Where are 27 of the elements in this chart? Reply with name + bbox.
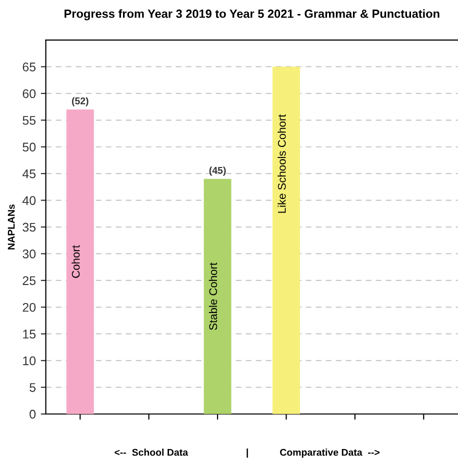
y-tick-label: 30 [22, 250, 36, 258]
chart-title: Progress from Year 3 2019 to Year 5 2021 - Grammar & Punctuation [64, 9, 440, 20]
y-tick-label: 65 [22, 62, 36, 72]
text: | [246, 448, 248, 458]
y-tick-label: 20 [22, 302, 36, 312]
text: <-- School Data [114, 448, 188, 456]
y-tick-label: 35 [22, 222, 36, 232]
text: Comparative Data --> [280, 448, 380, 458]
bar [66, 109, 94, 414]
bar [204, 178, 232, 414]
y-tick-label: 45 [22, 170, 36, 178]
bar [272, 66, 300, 414]
y-tick-label: 50 [22, 142, 36, 152]
annotation: (52) [72, 97, 88, 106]
y-tick-label: 60 [22, 89, 36, 98]
y-tick-label: 55 [22, 116, 36, 125]
y-tick-label: 5 [30, 383, 36, 392]
x-tick-label: Stable Cohort [208, 262, 218, 330]
x-tick-label: Cohort [72, 245, 80, 278]
x-tick-label: Like Schools Cohort [278, 114, 286, 213]
y-tick-label: 0 [30, 410, 36, 419]
y-tick-label: 40 [22, 196, 36, 205]
annotation: (45) [209, 166, 226, 176]
y-tick-label: 15 [23, 330, 36, 339]
y-axis-title: NAPLANs [8, 204, 15, 250]
y-tick-label: 25 [22, 276, 36, 286]
y-tick-label: 10 [23, 356, 36, 366]
